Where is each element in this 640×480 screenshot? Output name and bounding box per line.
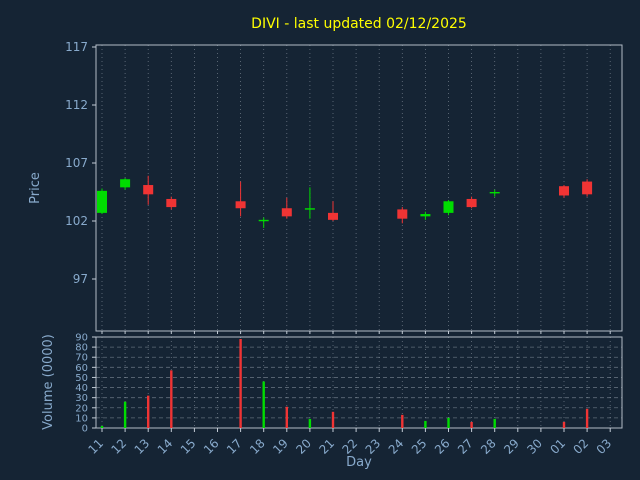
volume-panel-border bbox=[95, 336, 623, 429]
x-tick-label: 29 bbox=[501, 436, 522, 457]
price-axis-label: Price bbox=[28, 172, 43, 204]
candle-body bbox=[166, 198, 177, 208]
candle-body bbox=[328, 212, 338, 220]
x-tick-label: 02 bbox=[571, 436, 592, 457]
x-tick-label: 28 bbox=[478, 436, 499, 457]
candle-body bbox=[489, 192, 500, 194]
candle-body bbox=[281, 208, 292, 217]
x-tick-label: 14 bbox=[155, 436, 176, 457]
candle-body bbox=[466, 198, 477, 208]
volume-tick-label: 90 bbox=[75, 333, 88, 344]
x-tick-label: 19 bbox=[270, 436, 291, 457]
price-tick-label: 102 bbox=[65, 214, 88, 228]
x-tick-label: 15 bbox=[178, 436, 199, 457]
candle-body bbox=[582, 181, 593, 195]
volume-bar bbox=[285, 406, 288, 428]
volume-tick-label: 50 bbox=[75, 373, 88, 384]
price-tick-label: 112 bbox=[65, 98, 88, 112]
price-panel-border bbox=[95, 44, 623, 332]
volume-bar bbox=[331, 411, 335, 428]
x-tick-label: 16 bbox=[201, 436, 222, 457]
x-tick-label: 21 bbox=[316, 436, 337, 457]
x-tick-label: 03 bbox=[594, 436, 615, 457]
volume-bar bbox=[308, 418, 312, 428]
volume-bar bbox=[262, 381, 265, 428]
candle-body bbox=[397, 209, 408, 219]
volume-tick-label: 80 bbox=[75, 343, 88, 354]
volume-bar bbox=[100, 425, 104, 428]
volume-bar bbox=[585, 408, 589, 428]
price-tick-label: 97 bbox=[73, 272, 88, 286]
candle-body bbox=[235, 201, 246, 209]
x-tick-label: 22 bbox=[340, 436, 361, 457]
candle-body bbox=[443, 201, 454, 213]
x-tick-label: 11 bbox=[85, 436, 106, 457]
volume-tick-label: 10 bbox=[75, 413, 88, 424]
volume-tick-label: 0 bbox=[82, 424, 88, 435]
volume-bar bbox=[170, 370, 173, 428]
x-tick-label: 26 bbox=[432, 436, 453, 457]
volume-axis-label: Volume (0000) bbox=[41, 334, 56, 430]
candle-body bbox=[559, 186, 569, 196]
x-tick-label: 24 bbox=[386, 436, 407, 457]
price-tick-label: 107 bbox=[65, 156, 88, 170]
x-tick-label: 12 bbox=[109, 436, 130, 457]
x-tick-label: 30 bbox=[524, 436, 545, 457]
volume-tick-label: 60 bbox=[75, 363, 88, 374]
x-tick-label: 20 bbox=[293, 436, 314, 457]
volume-bar bbox=[562, 421, 566, 428]
x-tick-label: 13 bbox=[132, 436, 153, 457]
x-tick-label: 17 bbox=[224, 436, 245, 457]
x-tick-label: 25 bbox=[409, 436, 430, 457]
candle-body bbox=[304, 208, 315, 210]
volume-bar bbox=[147, 395, 150, 428]
volume-bar bbox=[470, 421, 473, 428]
x-tick-label: 18 bbox=[247, 436, 268, 457]
x-tick-label: 01 bbox=[547, 436, 568, 457]
price-tick-label: 117 bbox=[65, 40, 88, 54]
candle-body bbox=[97, 190, 107, 213]
candle-body bbox=[258, 219, 269, 222]
volume-tick-label: 30 bbox=[75, 393, 88, 404]
volume-tick-label: 40 bbox=[75, 383, 88, 394]
chart-title: DIVI - last updated 02/12/2025 bbox=[251, 16, 467, 32]
candle-body bbox=[420, 214, 431, 217]
volume-bar bbox=[123, 401, 127, 428]
candle-body bbox=[143, 185, 154, 195]
volume-bar bbox=[447, 417, 450, 428]
volume-tick-label: 70 bbox=[75, 353, 88, 364]
volume-bar bbox=[239, 339, 242, 428]
candle-body bbox=[120, 179, 131, 188]
x-axis-label: Day bbox=[346, 455, 372, 470]
volume-bar bbox=[493, 418, 496, 428]
volume-bar bbox=[424, 420, 427, 428]
x-tick-label: 27 bbox=[455, 436, 476, 457]
volume-bar bbox=[401, 414, 404, 428]
volume-tick-label: 20 bbox=[75, 403, 88, 414]
x-tick-label: 23 bbox=[363, 436, 384, 457]
